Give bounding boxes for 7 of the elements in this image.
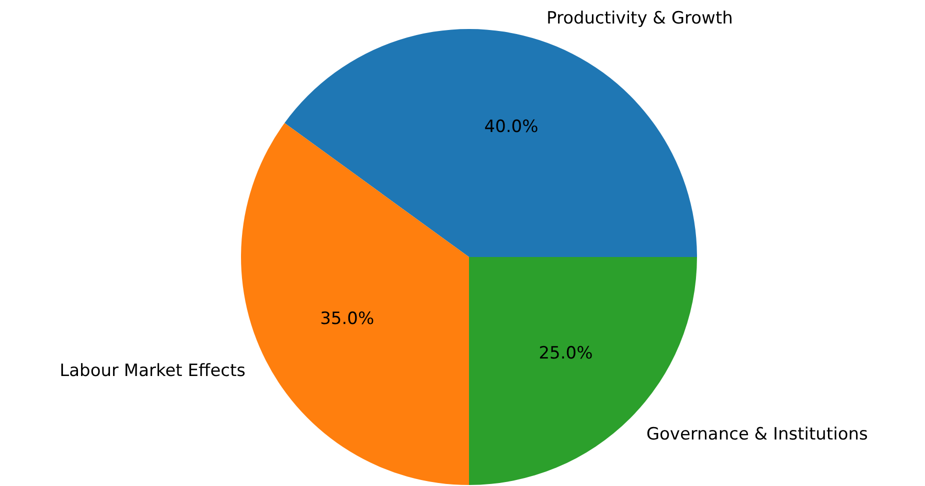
data-label: 25.0% bbox=[538, 344, 593, 364]
data-label: 35.0% bbox=[320, 309, 374, 330]
slice-label: Governance & Institutions bbox=[646, 424, 868, 444]
slice-label: Productivity & Growth bbox=[546, 8, 733, 28]
data-label: 40.0% bbox=[484, 116, 538, 137]
slice-label: Labour Market Effects bbox=[60, 360, 246, 381]
pie-slice bbox=[284, 29, 697, 257]
